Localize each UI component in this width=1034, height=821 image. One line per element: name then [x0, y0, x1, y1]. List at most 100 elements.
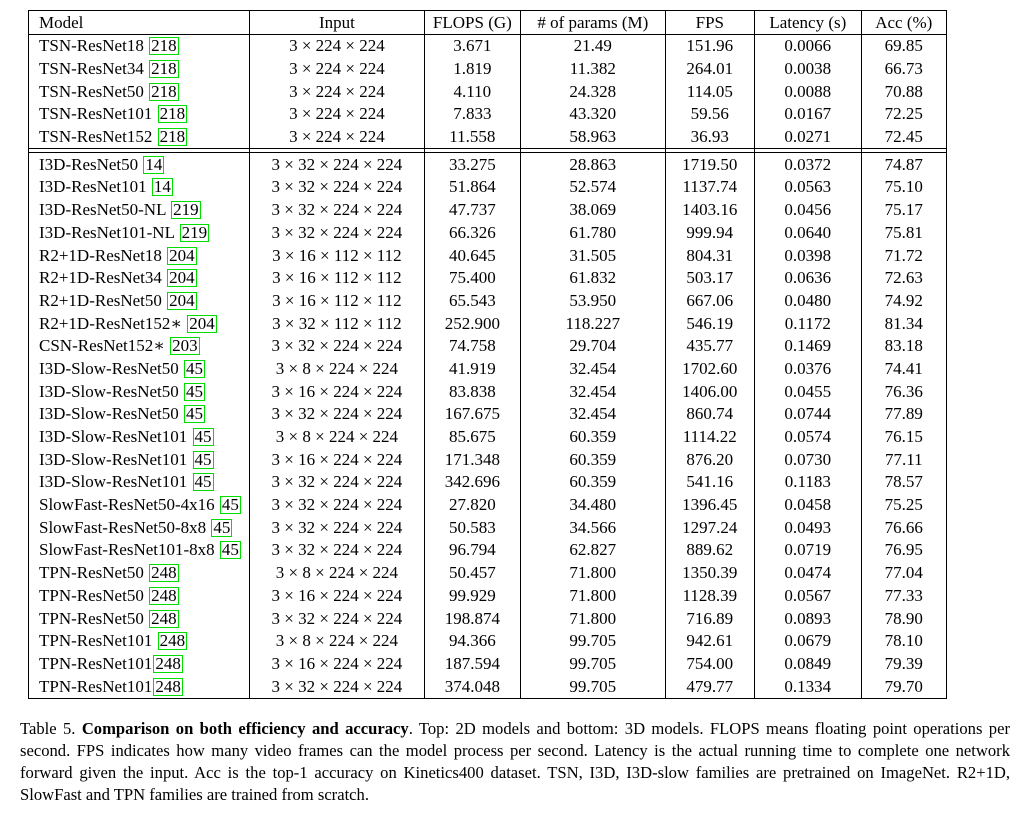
cell-input: 3 × 32 × 224 × 224 [248, 198, 425, 222]
citation-link[interactable]: 45 [192, 427, 214, 447]
citation-link[interactable]: 248 [149, 563, 179, 583]
cell-latency: 0.0066 [753, 33, 862, 58]
citation-link[interactable]: 218 [149, 81, 179, 101]
cell-model: R2+1D-ResNet18 204 [28, 244, 250, 267]
cell-model: TPN-ResNet50 248 [28, 561, 250, 585]
cell-fps: 59.56 [664, 103, 755, 126]
cell-model: CSN-ResNet152∗ 203 [28, 334, 250, 358]
cell-params: 60.359 [519, 471, 666, 494]
citation-link[interactable]: 45 [184, 358, 206, 378]
cell-params: 24.328 [519, 80, 666, 104]
citation-link[interactable]: 204 [167, 290, 197, 310]
citation-link[interactable]: 45 [184, 404, 206, 424]
citation-link[interactable]: 248 [149, 585, 179, 605]
header-flops: FLOPS (G) [423, 10, 521, 35]
citation-link[interactable]: 45 [211, 517, 233, 537]
cell-flops: 65.543 [423, 289, 521, 313]
citation-link[interactable]: 14 [143, 154, 165, 174]
cell-acc: 79.70 [860, 675, 947, 699]
cell-params: 32.454 [519, 380, 666, 403]
cell-latency: 0.0167 [753, 103, 862, 126]
cell-fps: 999.94 [664, 221, 755, 245]
cell-input: 3 × 224 × 224 [248, 57, 425, 81]
cell-acc: 70.88 [860, 80, 947, 104]
cell-acc: 74.41 [860, 357, 947, 381]
table-row: I3D-Slow-ResNet50 45 3 × 16 × 224 × 224 83… [28, 380, 947, 403]
cell-flops: 4.110 [423, 80, 521, 104]
cell-flops: 11.558 [423, 125, 521, 150]
model-name: TSN-ResNet152 [39, 127, 153, 147]
citation-link[interactable]: 204 [167, 245, 197, 265]
citation-link[interactable]: 248 [153, 676, 183, 696]
citation-link[interactable]: 218 [149, 59, 179, 79]
cell-flops: 96.794 [423, 539, 521, 562]
cell-latency: 0.0893 [753, 607, 862, 630]
table-row: TPN-ResNet101 248 3 × 32 × 224 × 224 374.04… [28, 675, 947, 699]
cell-fps: 1114.22 [664, 425, 755, 449]
cell-fps: 1406.00 [664, 380, 755, 403]
cell-input: 3 × 32 × 224 × 224 [248, 334, 425, 358]
citation-link[interactable]: 218 [157, 104, 188, 124]
model-name: I3D-Slow-ResNet101 [39, 449, 188, 469]
citation-link[interactable]: 219 [171, 200, 201, 220]
cell-model: TSN-ResNet18 218 [28, 33, 250, 58]
table-row: I3D-Slow-ResNet101 45 3 × 8 × 224 × 224 85… [28, 425, 947, 449]
model-name: TPN-ResNet50 [39, 585, 144, 605]
cell-latency: 0.0636 [753, 266, 862, 290]
citation-link[interactable]: 219 [179, 222, 210, 242]
header-acc: Acc (%) [860, 10, 947, 35]
citation-link[interactable]: 218 [149, 36, 179, 56]
model-name: TSN-ResNet18 [39, 36, 144, 56]
cell-input: 3 × 32 × 112 × 112 [248, 312, 425, 335]
cell-input: 3 × 8 × 224 × 224 [248, 561, 425, 585]
citation-link[interactable]: 204 [167, 268, 197, 288]
model-name: I3D-ResNet101 [39, 177, 147, 197]
cell-params: 29.704 [519, 334, 666, 358]
cell-flops: 51.864 [423, 176, 521, 199]
cell-input: 3 × 32 × 224 × 224 [248, 539, 425, 562]
cell-acc: 76.36 [860, 380, 947, 403]
cell-input: 3 × 16 × 112 × 112 [248, 266, 425, 290]
table-row: TSN-ResNet101 218 3 × 224 × 224 7.833 43.32… [28, 103, 947, 126]
cell-input: 3 × 32 × 224 × 224 [248, 516, 425, 540]
citation-link[interactable]: 45 [192, 449, 214, 469]
cell-fps: 1350.39 [664, 561, 755, 585]
citation-link[interactable]: 203 [170, 336, 200, 356]
table-row: I3D-ResNet101 14 3 × 32 × 224 × 224 51.864… [28, 176, 947, 199]
cell-input: 3 × 16 × 224 × 224 [248, 380, 425, 403]
cell-fps: 860.74 [664, 403, 755, 426]
cell-params: 99.705 [519, 675, 666, 699]
model-name: I3D-Slow-ResNet101 [39, 427, 188, 447]
cell-acc: 78.57 [860, 471, 947, 494]
cell-flops: 66.326 [423, 221, 521, 245]
cell-flops: 99.929 [423, 584, 521, 608]
cell-model: TSN-ResNet152 218 [28, 125, 250, 150]
cell-params: 43.320 [519, 103, 666, 126]
citation-link[interactable]: 45 [192, 472, 214, 492]
cell-input: 3 × 32 × 224 × 224 [248, 221, 425, 245]
cell-params: 38.069 [519, 198, 666, 222]
citation-link[interactable]: 248 [153, 653, 183, 673]
cell-fps: 435.77 [664, 334, 755, 358]
model-name: TPN-ResNet101 [39, 653, 153, 673]
cell-acc: 69.85 [860, 33, 947, 58]
citation-link[interactable]: 218 [157, 127, 188, 147]
caption-label: Table 5. [20, 719, 76, 738]
citation-link[interactable]: 14 [151, 177, 173, 197]
citation-link[interactable]: 248 [149, 608, 179, 628]
cell-flops: 41.919 [423, 357, 521, 381]
citation-link[interactable]: 45 [184, 381, 206, 401]
cell-latency: 0.0480 [753, 289, 862, 313]
cell-model: I3D-ResNet50-NL 219 [28, 198, 250, 222]
cell-model: TSN-ResNet101 218 [28, 103, 250, 126]
citation-link[interactable]: 248 [157, 631, 188, 651]
cell-input: 3 × 16 × 224 × 224 [248, 448, 425, 472]
cell-acc: 79.39 [860, 652, 947, 676]
model-name: R2+1D-ResNet18 [39, 245, 162, 265]
table-row: I3D-Slow-ResNet50 45 3 × 32 × 224 × 224 16… [28, 403, 947, 426]
cell-fps: 942.61 [664, 629, 755, 653]
cell-fps: 754.00 [664, 652, 755, 676]
citation-link[interactable]: 45 [219, 540, 241, 560]
citation-link[interactable]: 45 [219, 495, 241, 515]
citation-link[interactable]: 204 [187, 313, 217, 333]
